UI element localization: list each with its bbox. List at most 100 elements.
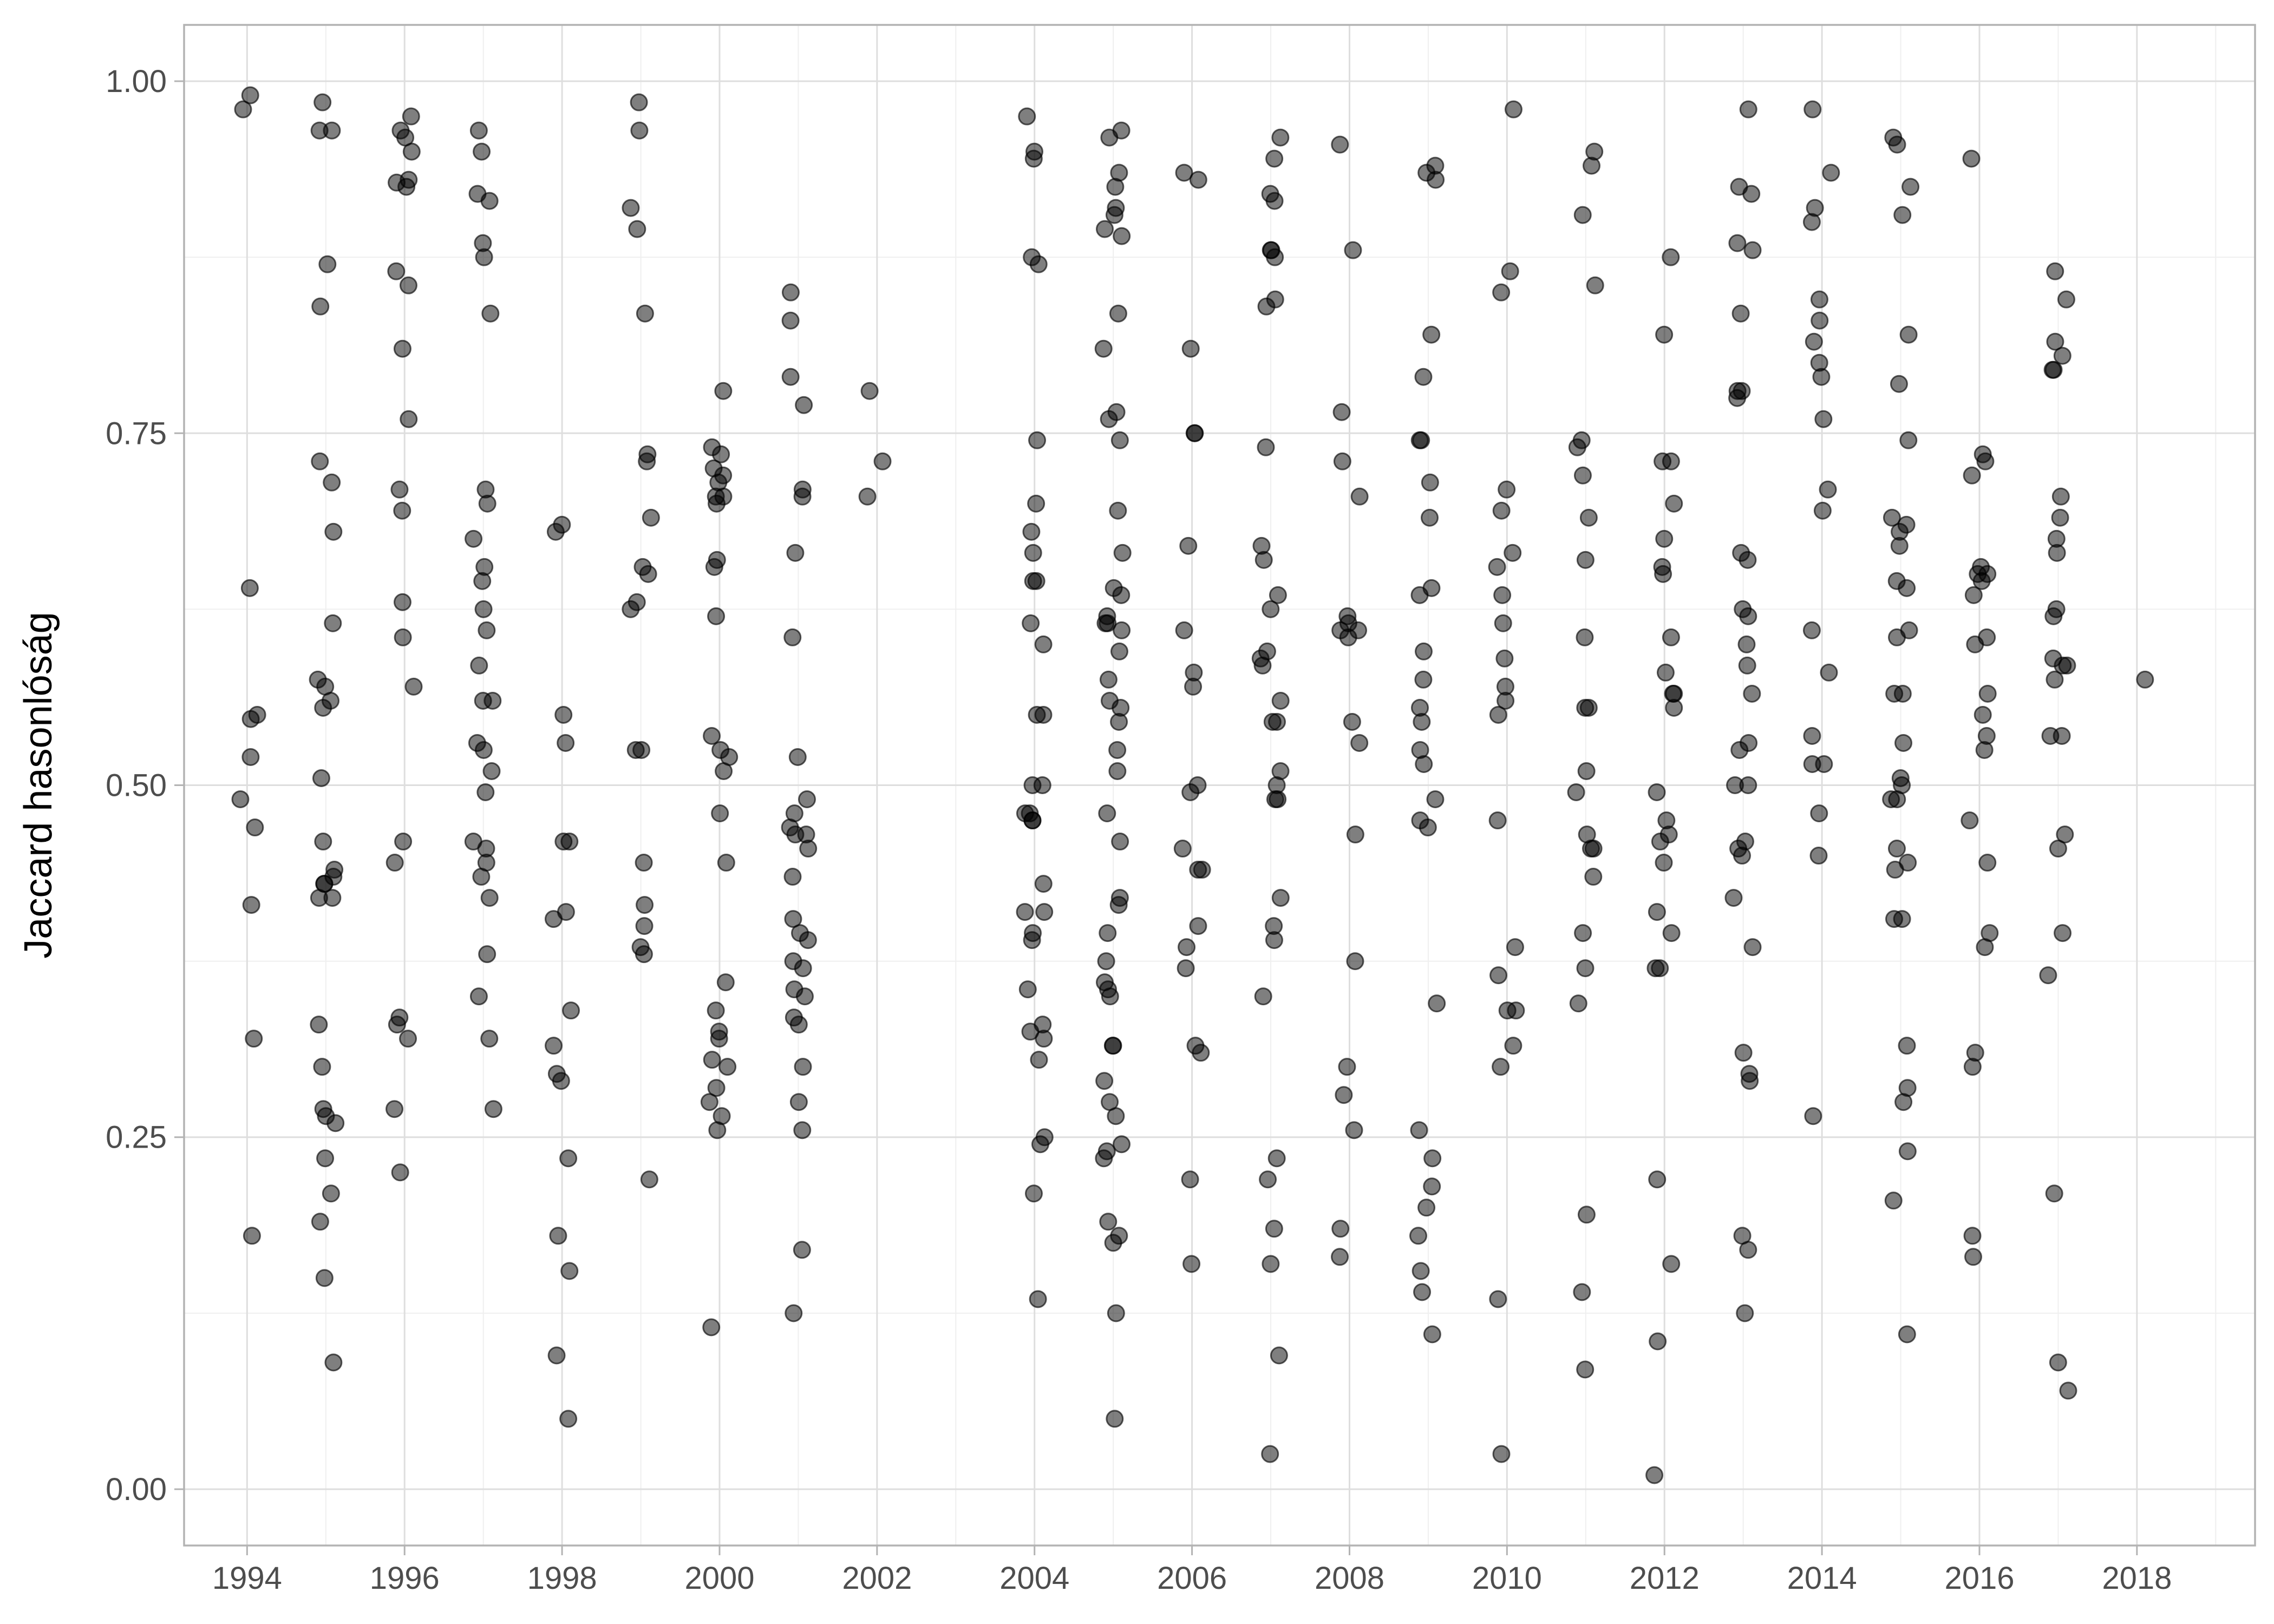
data-point [2049,840,2067,858]
data-point [1567,783,1585,802]
data-point [1022,522,1041,541]
data-point [1101,987,1119,1006]
data-point [1576,959,1595,978]
data-point [1964,586,1983,604]
data-point [789,1093,808,1111]
data-point [2051,508,2069,527]
data-point [476,783,495,802]
data-point [1331,1220,1350,1238]
data-point [700,1093,718,1111]
data-point [1419,818,1437,837]
data-point [784,910,802,928]
data-point [480,1030,499,1048]
data-point [1031,1135,1049,1154]
data-point [1265,931,1283,949]
data-point [1028,705,1046,724]
data-point [2054,924,2072,942]
data-point [1344,241,1362,259]
data-point [1184,677,1203,696]
data-point [1113,621,1131,639]
data-point [475,248,493,266]
data-point [1269,586,1287,604]
data-point [1181,783,1200,802]
data-point [311,297,330,316]
data-point [1035,1030,1053,1048]
data-point [391,1163,409,1182]
data-point [1098,804,1116,823]
data-point [1338,1058,1356,1076]
data-point [469,987,488,1006]
data-point [1655,325,1674,344]
y-tick-label: 1.00 [106,64,167,99]
data-point [1100,410,1118,428]
data-point [1662,628,1680,646]
data-point [783,868,802,886]
data-point [1099,1213,1118,1231]
data-point [793,1241,811,1259]
data-point [642,508,660,527]
data-point [1267,1149,1286,1168]
data-point [1332,403,1351,421]
data-point [1966,635,1984,653]
data-point [1112,586,1131,604]
data-point [393,593,411,611]
data-point [1261,1445,1279,1463]
data-point [562,1001,580,1020]
data-point [1257,297,1276,316]
data-point [388,1016,406,1034]
data-point [393,339,411,358]
data-point [1811,311,1829,330]
data-point [1426,790,1445,809]
data-point [473,142,491,161]
data-point [1573,206,1592,224]
data-point [1262,1255,1280,1273]
data-point [1095,1149,1113,1168]
data-point [1108,762,1127,780]
data-point [1489,1290,1507,1308]
data-point [1822,163,1840,182]
data-point [1412,1262,1430,1280]
data-point [786,543,805,562]
data-point [1492,283,1511,302]
data-point [1254,987,1272,1006]
data-point [794,959,812,978]
data-point [1739,607,1757,625]
data-point [559,1410,578,1428]
data-point [1181,339,1200,358]
data-point [1018,980,1037,999]
data-point [711,804,729,823]
data-point [399,1030,417,1048]
data-point [1802,621,1821,639]
data-point [2046,670,2064,689]
data-point [712,445,730,463]
data-point [1099,614,1117,632]
data-point [1504,543,1522,562]
data-point [478,945,496,964]
data-point [1579,698,1598,717]
data-point [1422,325,1441,344]
data-point [786,826,805,844]
data-point [1733,847,1752,865]
data-point [1024,1184,1043,1203]
data-point [1099,924,1117,942]
data-point [1097,952,1115,971]
data-point [640,1170,658,1189]
data-point [1331,1248,1349,1266]
data-point [1883,508,1901,527]
data-point [1573,466,1592,484]
data-point [798,790,816,809]
data-point [1175,621,1193,639]
data-point [1095,1072,1114,1090]
data-point [1110,712,1128,731]
data-point [1730,741,1749,759]
data-point [788,748,807,766]
data-point [2053,726,2071,745]
data-point [799,931,817,949]
data-point [703,1051,721,1069]
data-point [1898,579,1916,597]
data-point [314,698,332,717]
data-point [703,726,721,745]
data-point [1339,628,1357,646]
data-point [1803,726,1821,745]
data-point [1178,938,1196,957]
